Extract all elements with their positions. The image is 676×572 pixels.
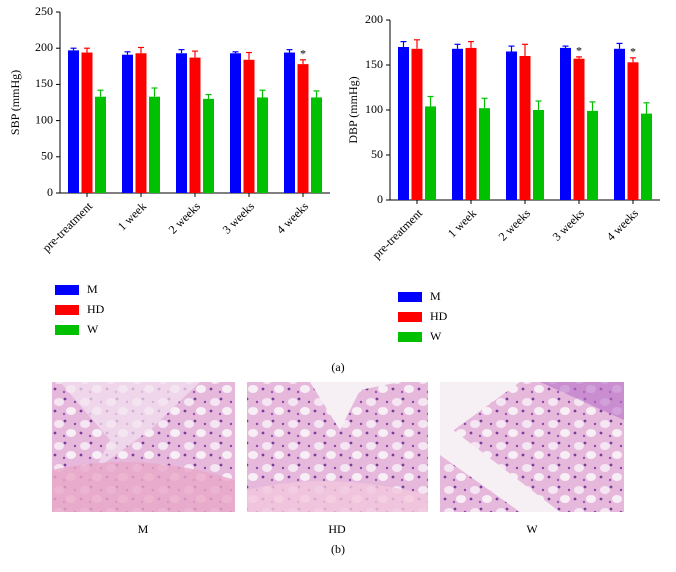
bar (257, 97, 268, 193)
micrograph (247, 382, 428, 512)
y-tick-label: 0 (47, 185, 53, 199)
x-tick-label: pre-treatment (39, 199, 95, 255)
legend-swatch (55, 325, 79, 335)
legend-label: M (430, 289, 441, 303)
micrograph (440, 382, 624, 512)
legend-swatch (55, 285, 79, 295)
x-tick-label: 3 weeks (550, 206, 588, 244)
y-tick-label: 150 (365, 57, 383, 71)
x-tick-label: 2 weeks (166, 199, 204, 237)
bar (81, 52, 93, 193)
legend-label: M (87, 282, 98, 296)
bar (149, 96, 160, 193)
micrograph (52, 382, 235, 512)
bar (452, 48, 463, 200)
bar (95, 96, 106, 193)
bar (311, 97, 322, 193)
y-tick-label: 100 (35, 112, 53, 126)
y-tick-label: 200 (35, 40, 53, 54)
legend-label: HD (430, 309, 448, 323)
bar (519, 56, 531, 200)
bar (587, 110, 598, 200)
y-tick-label: 50 (371, 147, 383, 161)
bar (533, 110, 544, 200)
panel-label: (b) (331, 542, 345, 556)
bar (122, 54, 133, 193)
x-tick-label: 4 weeks (274, 199, 312, 237)
legend-label: W (430, 329, 442, 343)
bar (614, 48, 625, 200)
bar (641, 113, 652, 200)
y-tick-label: 0 (377, 192, 383, 206)
bar (425, 106, 436, 200)
x-tick-label: 3 weeks (220, 199, 258, 237)
x-tick-label: 4 weeks (604, 206, 642, 244)
bar (176, 53, 187, 193)
bar (627, 62, 639, 200)
x-tick-label: 1 week (445, 206, 479, 240)
bar (411, 48, 423, 200)
bar (203, 98, 214, 193)
x-tick-label: 2 weeks (496, 206, 534, 244)
y-tick-label: 200 (365, 12, 383, 26)
y-tick-label: 50 (41, 149, 53, 163)
y-tick-label: 150 (35, 76, 53, 90)
bar (398, 47, 409, 200)
y-tick-label: 100 (365, 102, 383, 116)
bar (297, 64, 309, 194)
legend-label: W (87, 322, 99, 336)
image-caption: M (138, 522, 149, 536)
bar (243, 59, 255, 194)
legend-swatch (55, 305, 79, 315)
bar (465, 47, 477, 201)
significance-marker: * (630, 45, 636, 59)
bar (135, 53, 147, 193)
bar (573, 58, 585, 201)
x-tick-label: pre-treatment (369, 206, 425, 262)
bar (479, 108, 490, 200)
image-caption: W (526, 522, 538, 536)
significance-marker: * (576, 44, 582, 58)
bar (560, 47, 571, 201)
y-axis-title: SBP (mmHg) (8, 70, 22, 135)
legend-swatch (398, 332, 422, 342)
y-axis-title: DBP (mmHg) (346, 76, 360, 143)
bar (189, 57, 201, 193)
image-caption: HD (328, 522, 346, 536)
legend-swatch (398, 292, 422, 302)
significance-marker: * (300, 47, 306, 61)
bar (506, 51, 517, 200)
y-tick-label: 250 (35, 4, 53, 18)
bar (284, 52, 295, 193)
x-tick-label: 1 week (115, 199, 149, 233)
legend-swatch (398, 312, 422, 322)
bar (230, 53, 241, 193)
bar (68, 50, 79, 193)
legend-label: HD (87, 302, 105, 316)
panel-label: (a) (331, 360, 344, 374)
